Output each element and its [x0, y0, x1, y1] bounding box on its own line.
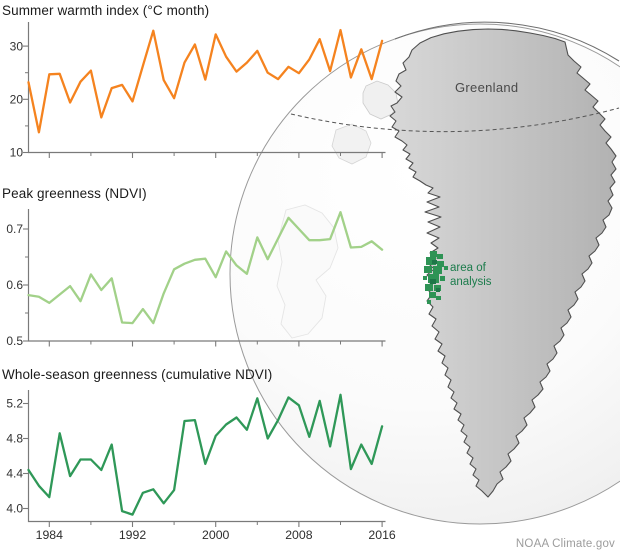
faint-island-2 — [331, 123, 372, 165]
peak-greenness-title: Peak greenness (NDVI) — [2, 186, 147, 201]
whole-season-title: Whole-season greenness (cumulative NDVI) — [2, 367, 273, 382]
greenland-label: Greenland — [455, 80, 519, 95]
data-line-series — [27, 211, 384, 325]
x-tick-label: 1984 — [36, 528, 64, 542]
y-tick-label: 4.8 — [6, 432, 23, 446]
y-tick-label: 0.7 — [6, 222, 23, 236]
greenland-landmass — [389, 28, 617, 498]
x-tick-label: 2008 — [285, 528, 313, 542]
data-line-series — [27, 393, 384, 516]
data-line-series — [27, 28, 384, 134]
summer-warmth-title: Summer warmth index (°C month) — [2, 3, 210, 18]
axis-spines — [27, 22, 386, 154]
y-tick-label: 20 — [10, 93, 24, 107]
y-tick-label: 4.4 — [6, 467, 23, 481]
x-tick-label: 2000 — [202, 528, 230, 542]
y-tick-label: 5.2 — [6, 397, 23, 411]
area-of-analysis-line1: area of — [450, 262, 486, 274]
area-of-analysis-line2: analysis — [450, 275, 492, 288]
noaa-climate-credit: NOAA Climate.gov — [515, 538, 615, 550]
y-tick-label: 10 — [10, 146, 24, 160]
y-tick-label: 4.0 — [6, 502, 23, 516]
x-tick-label: 1992 — [119, 528, 147, 542]
faint-island-1 — [362, 80, 399, 120]
axis-spines — [27, 390, 386, 523]
axis-spines — [27, 209, 386, 342]
analysis-area-patch — [423, 251, 448, 304]
y-tick-label: 0.6 — [6, 278, 23, 292]
x-tick-label: 2016 — [368, 528, 396, 542]
y-tick-label: 30 — [10, 39, 24, 53]
arctic-circle-line — [290, 107, 620, 133]
globe-top-edge — [394, 21, 620, 62]
area-of-analysis-label: area of analysis — [450, 262, 492, 289]
globe-circle — [229, 23, 620, 525]
y-tick-label: 0.5 — [6, 334, 23, 348]
faint-island-3 — [276, 204, 339, 339]
